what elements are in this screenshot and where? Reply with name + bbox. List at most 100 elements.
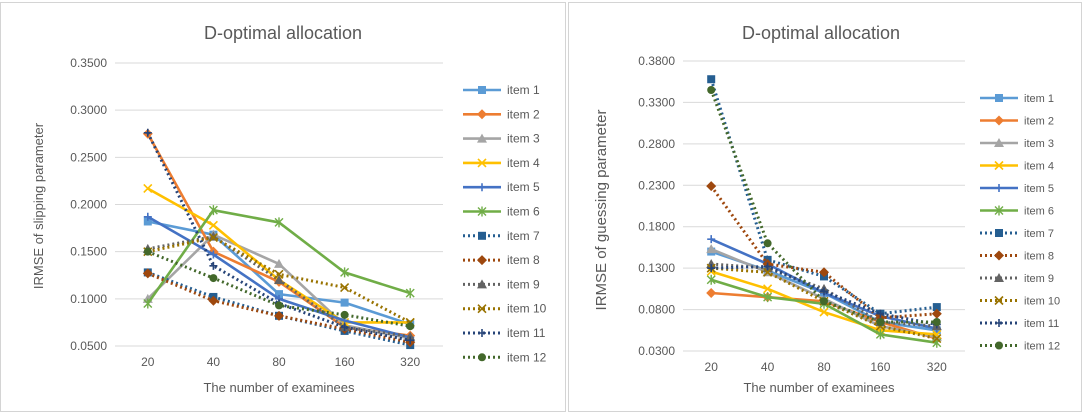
y-tick-label: 0.3500: [70, 56, 107, 70]
data-marker: [707, 86, 716, 94]
data-marker: [209, 274, 218, 283]
data-marker: [819, 267, 829, 278]
guessing-chart-panel: D-optimal allocation The number of exami…: [568, 2, 1082, 412]
data-marker: [994, 138, 1004, 147]
legend-item: item 6: [463, 205, 540, 219]
legend-label: item 1: [507, 83, 540, 97]
legend-item: item 10: [463, 302, 547, 316]
legend-item: item 3: [980, 138, 1054, 150]
legend-item: item 9: [980, 273, 1054, 285]
data-marker: [406, 322, 415, 331]
legend-item: item 11: [463, 326, 546, 340]
data-marker: [706, 181, 717, 192]
data-marker: [995, 184, 1003, 192]
legend-item: item 4: [980, 161, 1054, 173]
y-tick-label: 0.0300: [638, 344, 675, 358]
y-tick-label: 0.1300: [638, 261, 675, 275]
legend-label: item 3: [1024, 138, 1054, 150]
legend-label: item 8: [507, 253, 540, 267]
y-tick-label: 0.2000: [70, 198, 107, 212]
data-marker: [209, 250, 218, 259]
data-marker: [706, 288, 717, 298]
x-tick-label: 20: [705, 360, 719, 374]
data-marker: [932, 334, 942, 344]
y-tick-label: 0.3000: [70, 103, 107, 117]
data-marker: [340, 323, 349, 332]
data-marker: [994, 295, 1004, 306]
legend-label: item 12: [507, 350, 547, 364]
data-marker: [274, 269, 284, 279]
legend-item: item 2: [980, 115, 1054, 128]
data-marker: [406, 336, 415, 345]
legend-item: item 11: [980, 318, 1059, 330]
x-tick-label: 20: [141, 355, 155, 369]
y-tick-label: 0.1800: [638, 220, 675, 234]
series-item-6: [143, 205, 415, 309]
data-marker: [994, 160, 1004, 171]
data-marker: [209, 261, 218, 270]
legend-item: item 9: [463, 277, 540, 291]
y-axis-label: IRMSE of guessing parameter: [593, 110, 610, 311]
legend-label: item 4: [1024, 161, 1054, 173]
data-marker: [707, 75, 716, 84]
y-tick-label: 0.2300: [638, 178, 675, 192]
x-axis-label: The number of examinees: [743, 380, 895, 395]
data-marker: [477, 206, 487, 217]
legend-label: item 1: [1024, 93, 1054, 105]
legend-item: item 12: [980, 341, 1060, 353]
data-marker: [994, 273, 1004, 282]
legend-label: item 5: [507, 180, 540, 194]
data-marker: [478, 183, 486, 192]
x-axis-label: The number of examinees: [203, 380, 355, 395]
data-marker: [405, 331, 416, 341]
legend-label: item 10: [1024, 296, 1060, 308]
slipping-chart-panel: D-optimal allocation The number of exami…: [0, 2, 566, 412]
data-marker: [275, 301, 283, 310]
data-marker: [208, 220, 218, 230]
data-marker: [876, 309, 885, 318]
data-marker: [994, 115, 1004, 126]
x-tick-label: 80: [817, 360, 831, 374]
legend-item: item 8: [463, 253, 540, 267]
legend-label: item 6: [1024, 206, 1054, 218]
legend-item: item 8: [980, 250, 1054, 263]
legend-item: item 4: [463, 156, 540, 170]
data-marker: [477, 109, 487, 120]
y-tick-label: 0.2500: [70, 150, 107, 164]
chart-title: D-optimal allocation: [204, 23, 362, 43]
legend-label: item 9: [1024, 273, 1054, 285]
x-tick-label: 160: [335, 355, 355, 369]
data-marker: [763, 284, 773, 294]
legend-label: item 7: [507, 229, 540, 243]
data-marker: [143, 247, 152, 256]
legend-label: item 11: [507, 326, 546, 340]
data-marker: [994, 205, 1004, 216]
x-tick-label: 320: [400, 355, 420, 369]
data-marker: [995, 94, 1003, 102]
data-marker: [208, 232, 218, 243]
series-item-11: [707, 262, 941, 329]
data-marker: [707, 264, 716, 273]
x-tick-label: 80: [272, 355, 286, 369]
data-marker: [274, 310, 284, 321]
legend-item: item 7: [980, 228, 1054, 240]
legend-label: item 10: [507, 302, 547, 316]
legend-label: item 6: [507, 205, 540, 219]
slipping-chart: D-optimal allocation The number of exami…: [31, 23, 547, 395]
data-marker: [763, 267, 773, 277]
legend-label: item 11: [1024, 318, 1059, 330]
legend: item 1 item 2 item 3 item 4 item 5 item 6 item…: [980, 93, 1060, 353]
data-marker: [995, 341, 1003, 350]
series-item-12: [143, 247, 415, 331]
data-marker: [143, 128, 152, 137]
series-item-11: [143, 128, 415, 345]
y-tick-label: 0.2800: [638, 137, 675, 151]
legend-label: item 12: [1024, 341, 1060, 353]
data-marker: [875, 329, 885, 340]
x-tick-label: 40: [761, 360, 775, 374]
legend-label: item 9: [507, 277, 540, 291]
series-line: [146, 132, 411, 342]
legend-item: item 2: [463, 107, 540, 121]
data-marker: [876, 318, 885, 326]
